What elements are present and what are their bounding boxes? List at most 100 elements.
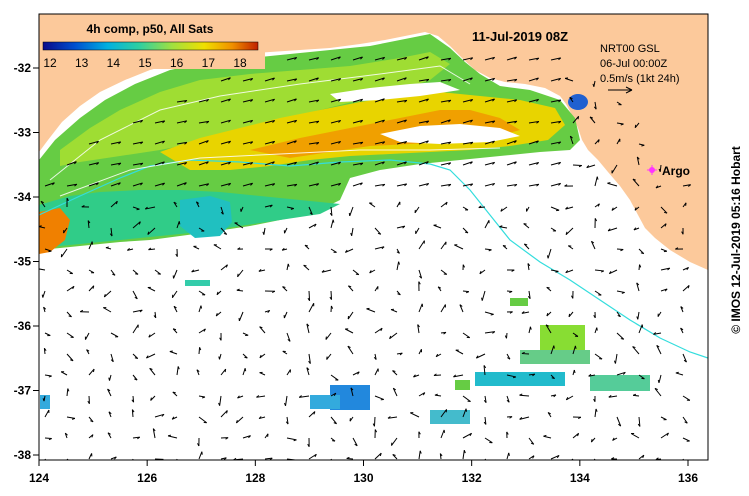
current-vector <box>366 307 376 313</box>
current-vector <box>173 305 178 313</box>
current-vector <box>43 306 47 313</box>
current-vector <box>433 373 442 376</box>
current-vector <box>306 367 310 376</box>
current-vector <box>594 203 600 208</box>
current-vector <box>237 247 244 250</box>
current-vector <box>588 373 596 377</box>
current-vector <box>352 162 364 166</box>
current-vector <box>86 349 90 355</box>
current-vector <box>572 115 580 124</box>
current-vector <box>131 409 135 418</box>
current-vector <box>149 367 156 376</box>
current-vector <box>506 452 510 460</box>
current-vector <box>110 162 122 166</box>
current-vector <box>264 433 269 439</box>
current-vector <box>660 223 667 229</box>
current-vector <box>344 328 354 334</box>
current-vector <box>521 311 530 314</box>
current-vector <box>374 141 386 145</box>
current-vector <box>220 161 231 166</box>
current-vector <box>264 248 273 251</box>
current-vector <box>264 309 271 313</box>
current-vector <box>150 395 156 401</box>
current-vector <box>220 227 228 235</box>
current-vector <box>132 324 139 334</box>
colorbar-ticks: 12 13 14 15 16 17 18 <box>43 56 247 70</box>
current-vector <box>259 326 266 334</box>
current-vector <box>483 365 487 376</box>
current-vector <box>308 453 317 460</box>
current-vector <box>281 247 288 251</box>
current-vector <box>283 227 288 234</box>
y-tick-label: -33 <box>14 126 32 140</box>
current-vector <box>148 247 156 251</box>
current-vector <box>286 369 291 376</box>
current-vector <box>374 183 386 187</box>
current-vector <box>396 77 407 82</box>
current-vector <box>608 269 618 275</box>
current-vector <box>330 98 341 103</box>
current-vector <box>286 161 297 166</box>
current-vector <box>484 248 492 252</box>
current-vector <box>284 395 288 407</box>
current-vector <box>308 77 319 82</box>
current-vector <box>66 197 69 208</box>
current-vector <box>418 183 430 187</box>
current-vector <box>132 353 139 359</box>
current-vector <box>440 99 452 103</box>
current-vector <box>66 353 74 362</box>
current-vector <box>440 78 452 82</box>
current-vector <box>282 350 288 355</box>
current-vector <box>636 282 640 292</box>
current-vector <box>680 327 684 334</box>
current-vector <box>396 183 408 187</box>
current-vector <box>87 220 91 229</box>
current-vector <box>506 161 517 166</box>
current-vector <box>132 182 143 187</box>
colorbar-tick-label: 12 <box>43 56 57 70</box>
current-vector <box>682 202 687 208</box>
current-vector <box>550 269 559 273</box>
current-vector <box>242 182 253 187</box>
current-vector <box>215 311 222 317</box>
current-vector <box>660 432 669 439</box>
current-vector <box>396 57 408 61</box>
current-vector <box>286 437 297 442</box>
current-vector <box>440 57 452 61</box>
current-vector <box>216 290 222 296</box>
current-vector <box>565 227 574 236</box>
current-vector <box>42 395 46 402</box>
current-vector <box>594 353 603 360</box>
current-vector <box>352 437 358 447</box>
current-vector <box>572 369 576 376</box>
current-vector <box>506 99 518 103</box>
current-vector <box>198 290 206 296</box>
current-vector <box>528 77 539 82</box>
current-vector <box>434 393 442 397</box>
current-vector <box>64 432 68 439</box>
current-vector <box>66 388 70 397</box>
argo-float-marker[interactable] <box>647 165 657 175</box>
current-vector <box>220 140 231 145</box>
vector-scale-label: 0.5m/s (1kt 24h) <box>600 73 679 85</box>
current-vector <box>350 387 354 397</box>
current-vector <box>234 222 244 229</box>
current-vector <box>616 290 625 294</box>
current-vector <box>528 183 540 187</box>
current-vector <box>154 269 161 275</box>
current-vector <box>550 182 561 187</box>
current-vector <box>264 120 276 124</box>
current-vector <box>303 264 310 271</box>
current-vector <box>543 434 552 439</box>
current-vector <box>414 206 420 214</box>
current-vector <box>153 311 157 319</box>
current-vector <box>484 140 495 145</box>
current-vector <box>264 183 276 187</box>
current-vector <box>550 77 561 82</box>
current-vector <box>528 120 540 124</box>
current-vector <box>528 373 536 377</box>
current-vector <box>528 57 540 61</box>
current-vector <box>41 290 46 298</box>
current-vector <box>418 392 426 397</box>
current-vector <box>109 227 113 237</box>
